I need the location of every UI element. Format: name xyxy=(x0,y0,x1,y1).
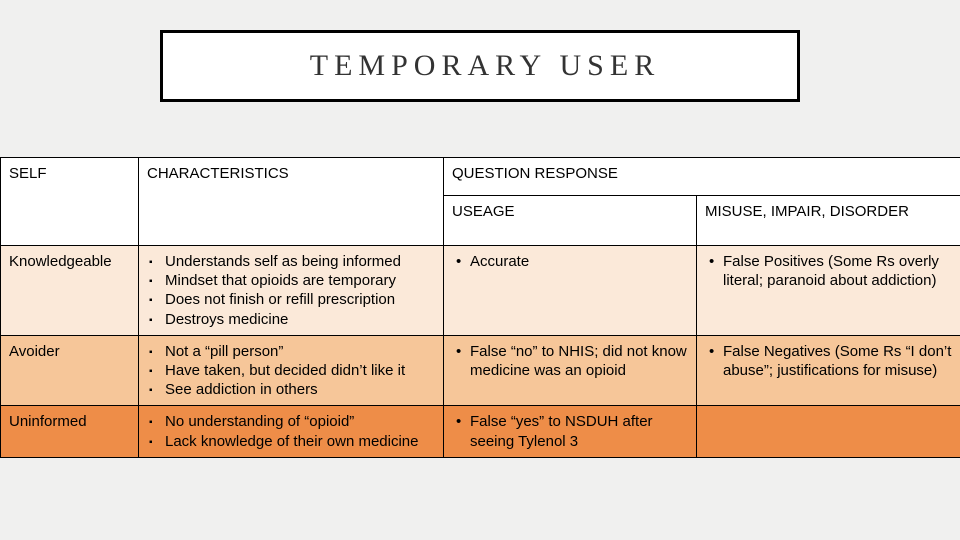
char-avoider: Not a “pill person” Have taken, but deci… xyxy=(139,335,444,406)
useage-avoider: False “no” to NHIS; did not know medicin… xyxy=(444,335,697,406)
list-item: Destroys medicine xyxy=(147,310,435,329)
misuse-avoider: False Negatives (Some Rs “I don’t abuse”… xyxy=(697,335,960,406)
header-useage: USEAGE xyxy=(444,196,697,246)
misuse-knowledgeable: False Positives (Some Rs overly literal;… xyxy=(697,246,960,336)
list-item: No understanding of “opioid” xyxy=(147,412,435,431)
header-row-1: SELF CHARACTERISTICS QUESTION RESPONSE xyxy=(1,158,960,196)
list-item: Have taken, but decided didn’t like it xyxy=(147,361,435,380)
header-characteristics: CHARACTERISTICS xyxy=(139,158,444,246)
list-item: False “no” to NHIS; did not know medicin… xyxy=(452,342,688,380)
title-box: TEMPORARY USER xyxy=(160,30,800,102)
row-uninformed: Uninformed No understanding of “opioid” … xyxy=(1,406,960,457)
row-knowledgeable: Knowledgeable Understands self as being … xyxy=(1,246,960,336)
header-misuse: MISUSE, IMPAIR, DISORDER xyxy=(697,196,960,246)
header-characteristics-text: CHARACTERISTICS xyxy=(147,165,289,182)
header-self: SELF xyxy=(1,158,139,246)
list-item: Accurate xyxy=(452,252,688,271)
list-item: Lack knowledge of their own medicine xyxy=(147,432,435,451)
useage-uninformed: False “yes” to NSDUH after seeing Tyleno… xyxy=(444,406,697,457)
header-question-response-text: QUESTION RESPONSE xyxy=(452,165,618,182)
self-uninformed: Uninformed xyxy=(1,406,139,457)
list-item: See addiction in others xyxy=(147,380,435,399)
char-uninformed: No understanding of “opioid” Lack knowle… xyxy=(139,406,444,457)
list-item: False Positives (Some Rs overly literal;… xyxy=(705,252,952,290)
list-item: Understands self as being informed xyxy=(147,252,435,271)
list-item: Mindset that opioids are temporary xyxy=(147,271,435,290)
list-item: False “yes” to NSDUH after seeing Tyleno… xyxy=(452,412,688,450)
header-useage-text: USEAGE xyxy=(452,203,515,220)
self-knowledgeable: Knowledgeable xyxy=(1,246,139,336)
useage-knowledgeable: Accurate xyxy=(444,246,697,336)
page-title: TEMPORARY USER xyxy=(310,49,660,83)
list-item: Not a “pill person” xyxy=(147,342,435,361)
char-knowledgeable: Understands self as being informed Minds… xyxy=(139,246,444,336)
header-question-response: QUESTION RESPONSE xyxy=(444,158,960,196)
self-avoider: Avoider xyxy=(1,335,139,406)
list-item: Does not finish or refill prescription xyxy=(147,290,435,309)
user-types-table: SELF CHARACTERISTICS QUESTION RESPONSE U… xyxy=(0,157,960,458)
misuse-uninformed xyxy=(697,406,960,457)
header-self-text: SELF xyxy=(9,165,47,182)
row-avoider: Avoider Not a “pill person” Have taken, … xyxy=(1,335,960,406)
header-misuse-text: MISUSE, IMPAIR, DISORDER xyxy=(705,203,909,220)
list-item: False Negatives (Some Rs “I don’t abuse”… xyxy=(705,342,952,380)
